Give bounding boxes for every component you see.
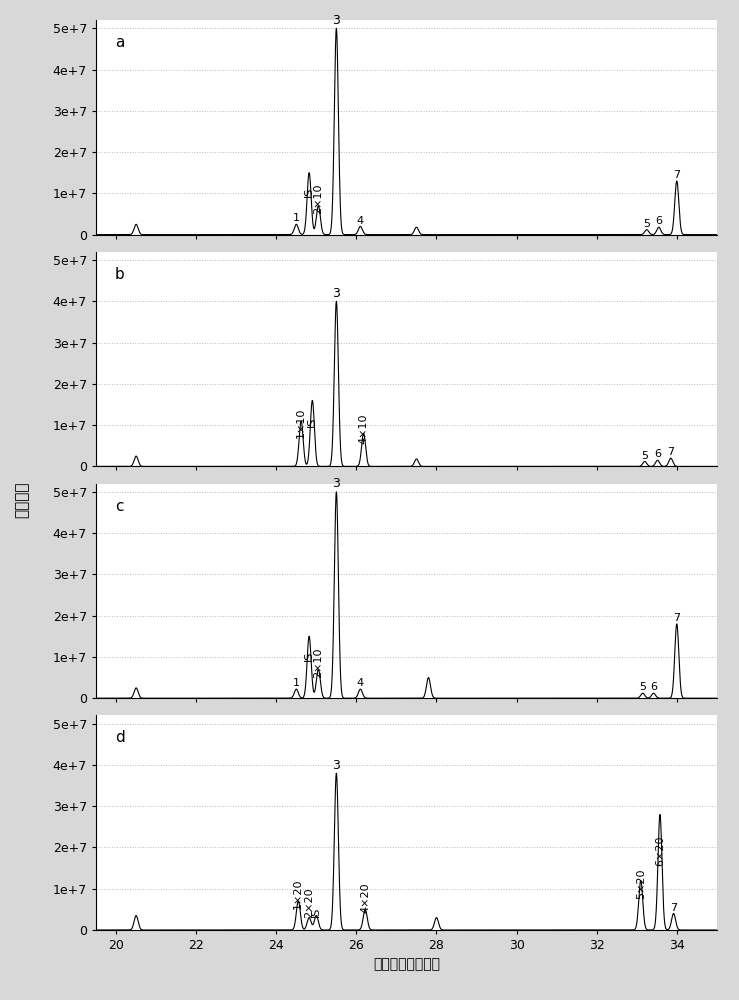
Text: 6: 6 (650, 682, 657, 692)
Text: 1: 1 (293, 678, 300, 688)
Text: 2×20: 2×20 (304, 887, 314, 918)
Text: a: a (115, 35, 124, 50)
Text: IS: IS (311, 906, 321, 917)
Text: 相对丰度: 相对丰度 (15, 482, 30, 518)
Text: 2×10: 2×10 (313, 647, 324, 678)
Text: IS: IS (304, 651, 314, 661)
Text: 4×10: 4×10 (358, 413, 369, 444)
Text: 4×20: 4×20 (360, 883, 370, 913)
Text: 1×10: 1×10 (296, 407, 306, 438)
Text: 3: 3 (333, 759, 340, 772)
Text: 6: 6 (654, 449, 661, 459)
Text: 6: 6 (655, 216, 662, 226)
Text: 1×20: 1×20 (293, 879, 303, 909)
Text: 5: 5 (641, 451, 648, 461)
Text: b: b (115, 267, 124, 282)
Text: 3: 3 (333, 477, 340, 490)
Text: 5: 5 (639, 682, 646, 692)
X-axis label: 保留时间（分钟）: 保留时间（分钟） (373, 958, 440, 972)
Text: 3: 3 (333, 287, 340, 300)
Text: 6×20: 6×20 (655, 836, 665, 866)
Text: 3: 3 (333, 14, 340, 27)
Text: 7: 7 (673, 170, 681, 180)
Text: 2×10: 2×10 (313, 183, 324, 214)
Text: 5: 5 (643, 219, 650, 229)
Text: 7: 7 (667, 447, 674, 457)
Text: d: d (115, 730, 124, 745)
Text: 5×20: 5×20 (636, 869, 646, 899)
Text: 1: 1 (293, 213, 300, 223)
Text: c: c (115, 499, 123, 514)
Text: 7: 7 (673, 613, 681, 623)
Text: IS: IS (307, 417, 317, 427)
Text: 7: 7 (670, 903, 677, 913)
Text: 4: 4 (357, 678, 364, 688)
Text: 4: 4 (357, 216, 364, 226)
Text: IS: IS (304, 187, 314, 197)
